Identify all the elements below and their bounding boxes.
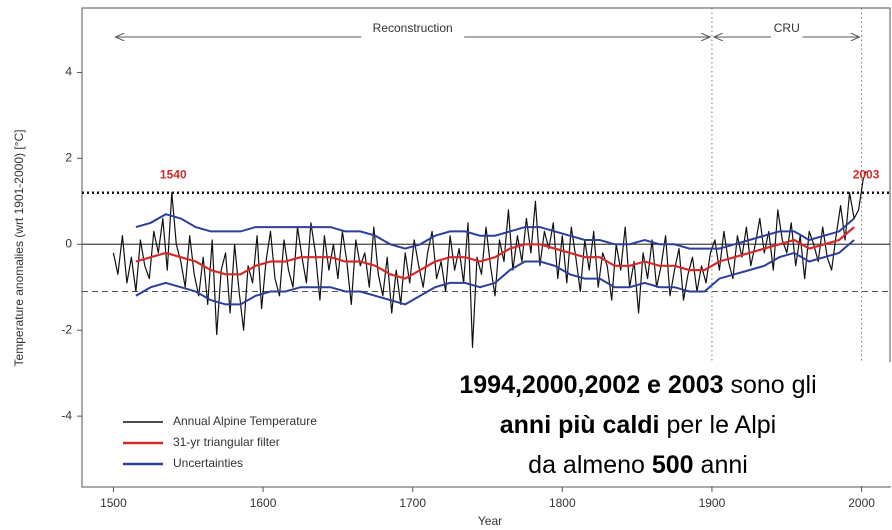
period-label-bg: [361, 28, 465, 44]
y-tick-label: 0: [65, 236, 72, 250]
annotation: 2003: [853, 168, 880, 182]
x-tick-label: 1500: [100, 496, 127, 510]
legend-label: Annual Alpine Temperature: [173, 414, 317, 428]
legend-bg: [115, 406, 375, 474]
callout-line: anni più caldi per le Alpi: [500, 411, 777, 439]
x-tick-label: 1700: [399, 496, 426, 510]
callout-segment: da almeno: [528, 451, 652, 479]
period-label: CRU: [774, 21, 800, 35]
callout-line: 1994,2000,2002 e 2003 sono gli: [459, 371, 816, 399]
y-tick-label: 2: [65, 151, 72, 165]
legend-label: 31-yr triangular filter: [173, 435, 280, 449]
period-label: Reconstruction: [373, 21, 453, 35]
uncertainty-upper: [135, 213, 855, 250]
y-axis-label: Temperature anomalies (wrt 1901-2000) [°…: [12, 130, 26, 367]
callout-line: da almeno 500 anni: [528, 451, 748, 479]
x-tick-label: 2000: [848, 496, 875, 510]
x-tick-label: 1600: [250, 496, 277, 510]
callout-segment: anni: [694, 451, 748, 479]
x-tick-label: 1800: [549, 496, 576, 510]
annotation: 1540: [160, 168, 187, 182]
callout-segment: anni più caldi: [500, 411, 660, 439]
period-label-bg: [771, 28, 803, 44]
uncertainty-lower: [135, 239, 855, 306]
data-line: [112, 171, 867, 348]
callout-segment: 500: [652, 451, 694, 479]
x-axis-label: Year: [478, 514, 502, 528]
x-tick-label: 1900: [699, 496, 726, 510]
callout-segment: 1994,2000,2002 e 2003: [459, 371, 723, 399]
legend-label: Uncertainties: [173, 456, 243, 470]
data-line: [135, 226, 855, 280]
y-tick-label: -2: [61, 322, 72, 336]
callout-segment: sono gli: [724, 371, 817, 399]
callout-bg: [380, 362, 892, 486]
callout-segment: per le Alpi: [660, 411, 777, 439]
y-tick-label: 4: [65, 65, 72, 79]
y-tick-label: -4: [61, 408, 72, 422]
